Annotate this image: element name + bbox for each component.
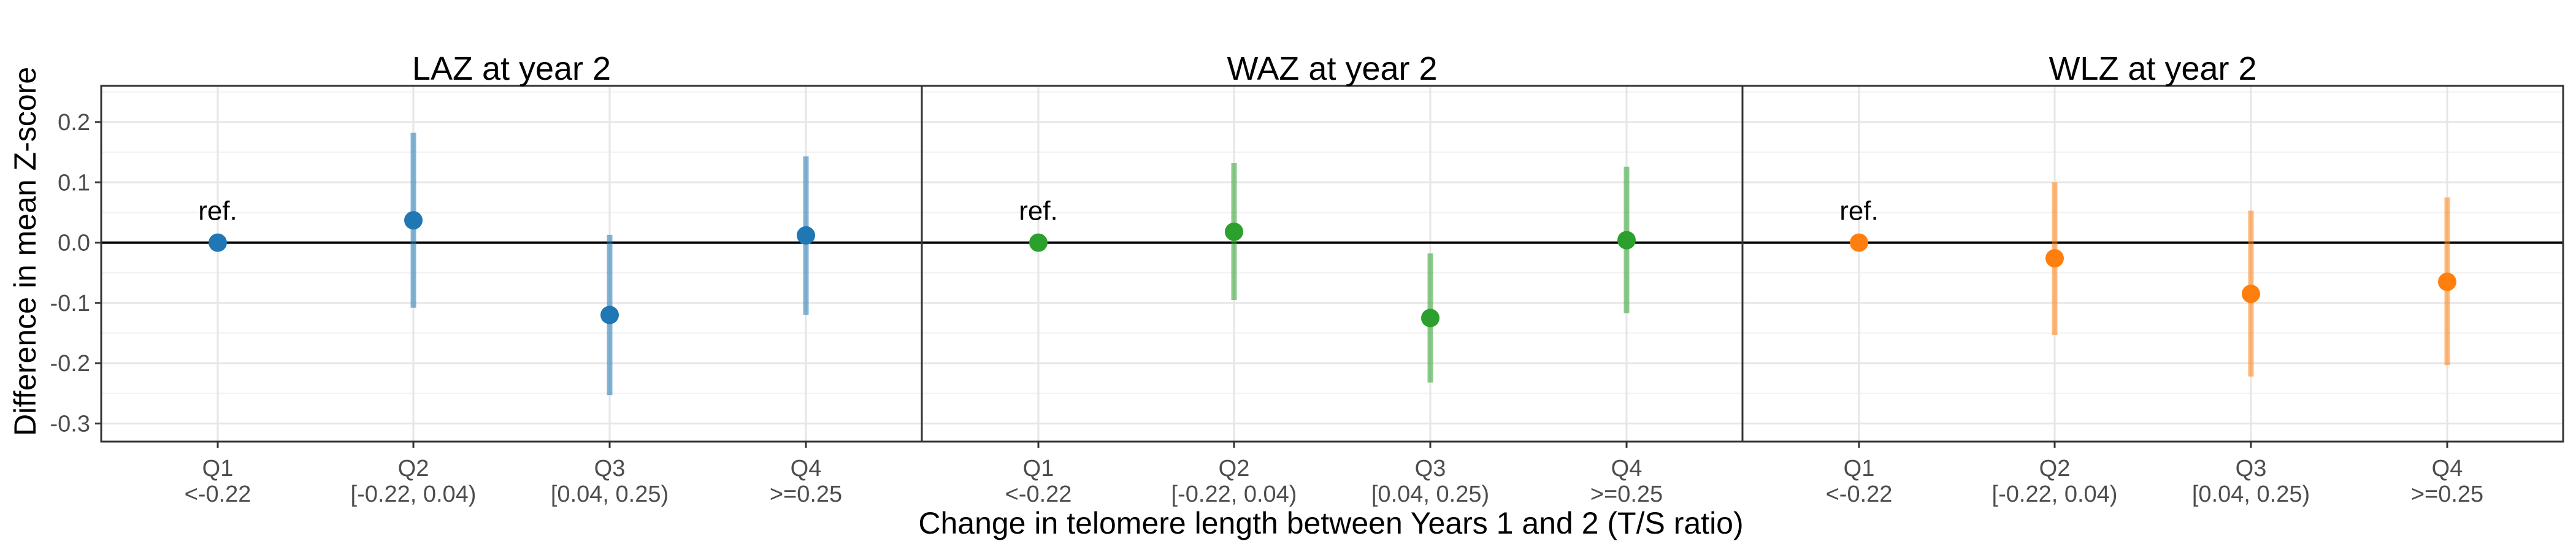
panel-border bbox=[1741, 85, 2564, 443]
x-tick-sublabel: >=0.25 bbox=[2411, 481, 2483, 507]
y-tick-label: -0.2 bbox=[50, 351, 90, 377]
x-tick-sublabel: >=0.25 bbox=[770, 481, 842, 507]
x-tick-label: Q2 bbox=[2039, 456, 2071, 481]
x-tick-label: Q1 bbox=[202, 456, 234, 481]
x-tick-label: Q2 bbox=[1219, 456, 1250, 481]
x-tick-label: Q3 bbox=[1415, 456, 1446, 481]
x-tick-sublabel: [0.04, 0.25) bbox=[1371, 481, 1489, 507]
data-point bbox=[1421, 309, 1439, 328]
y-axis-title: Difference in mean Z-score bbox=[8, 67, 42, 436]
panel-background bbox=[101, 86, 922, 442]
ref-annotation: ref. bbox=[1839, 196, 1879, 226]
data-point bbox=[2242, 285, 2260, 304]
x-tick-sublabel: [0.04, 0.25) bbox=[2192, 481, 2310, 507]
data-point bbox=[1617, 231, 1636, 250]
x-tick-label: Q4 bbox=[1611, 456, 1643, 481]
data-point bbox=[404, 211, 423, 230]
y-tick-label: 0.0 bbox=[58, 231, 90, 256]
y-tick-label: 0.1 bbox=[58, 170, 90, 196]
x-tick-sublabel: <-0.22 bbox=[1826, 481, 1893, 507]
x-tick-sublabel: [-0.22, 0.04) bbox=[1171, 481, 1297, 507]
grid-layer bbox=[101, 86, 2563, 442]
x-tick-label: Q1 bbox=[1844, 456, 1875, 481]
panels-layer bbox=[100, 85, 2564, 443]
panel-background bbox=[1742, 86, 2563, 442]
panel-title: WLZ at year 2 bbox=[2049, 50, 2256, 87]
ref-annotation: ref. bbox=[1019, 196, 1058, 226]
x-tick-label: Q4 bbox=[791, 456, 822, 481]
data-point bbox=[2438, 272, 2456, 291]
x-tick-sublabel: [-0.22, 0.04) bbox=[351, 481, 477, 507]
x-tick-sublabel: <-0.22 bbox=[185, 481, 251, 507]
panel-background bbox=[922, 86, 1742, 442]
y-tick-label: -0.3 bbox=[50, 412, 90, 437]
panel-title: LAZ at year 2 bbox=[412, 50, 611, 87]
data-point bbox=[1225, 222, 1243, 241]
panel-title: WAZ at year 2 bbox=[1227, 50, 1437, 87]
x-tick-sublabel: [0.04, 0.25) bbox=[551, 481, 669, 507]
x-tick-sublabel: <-0.22 bbox=[1005, 481, 1072, 507]
data-point bbox=[1029, 233, 1048, 252]
x-tick-sublabel: >=0.25 bbox=[1590, 481, 1663, 507]
y-tick-label: 0.2 bbox=[58, 110, 90, 136]
x-tick-label: Q3 bbox=[2236, 456, 2267, 481]
data-point bbox=[2045, 249, 2064, 268]
x-axis-title: Change in telomere length between Years … bbox=[918, 506, 1743, 540]
data-point bbox=[209, 233, 227, 252]
y-tick-label: -0.1 bbox=[50, 291, 90, 316]
x-tick-sublabel: [-0.22, 0.04) bbox=[1992, 481, 2118, 507]
x-tick-label: Q1 bbox=[1023, 456, 1054, 481]
x-tick-label: Q4 bbox=[2432, 456, 2463, 481]
data-point bbox=[797, 226, 815, 245]
data-point bbox=[1850, 233, 1868, 252]
data-point bbox=[600, 305, 619, 324]
panel-3 bbox=[1741, 85, 2564, 443]
x-tick-label: Q3 bbox=[594, 456, 626, 481]
x-tick-label: Q2 bbox=[398, 456, 429, 481]
ref-annotation: ref. bbox=[198, 196, 237, 226]
